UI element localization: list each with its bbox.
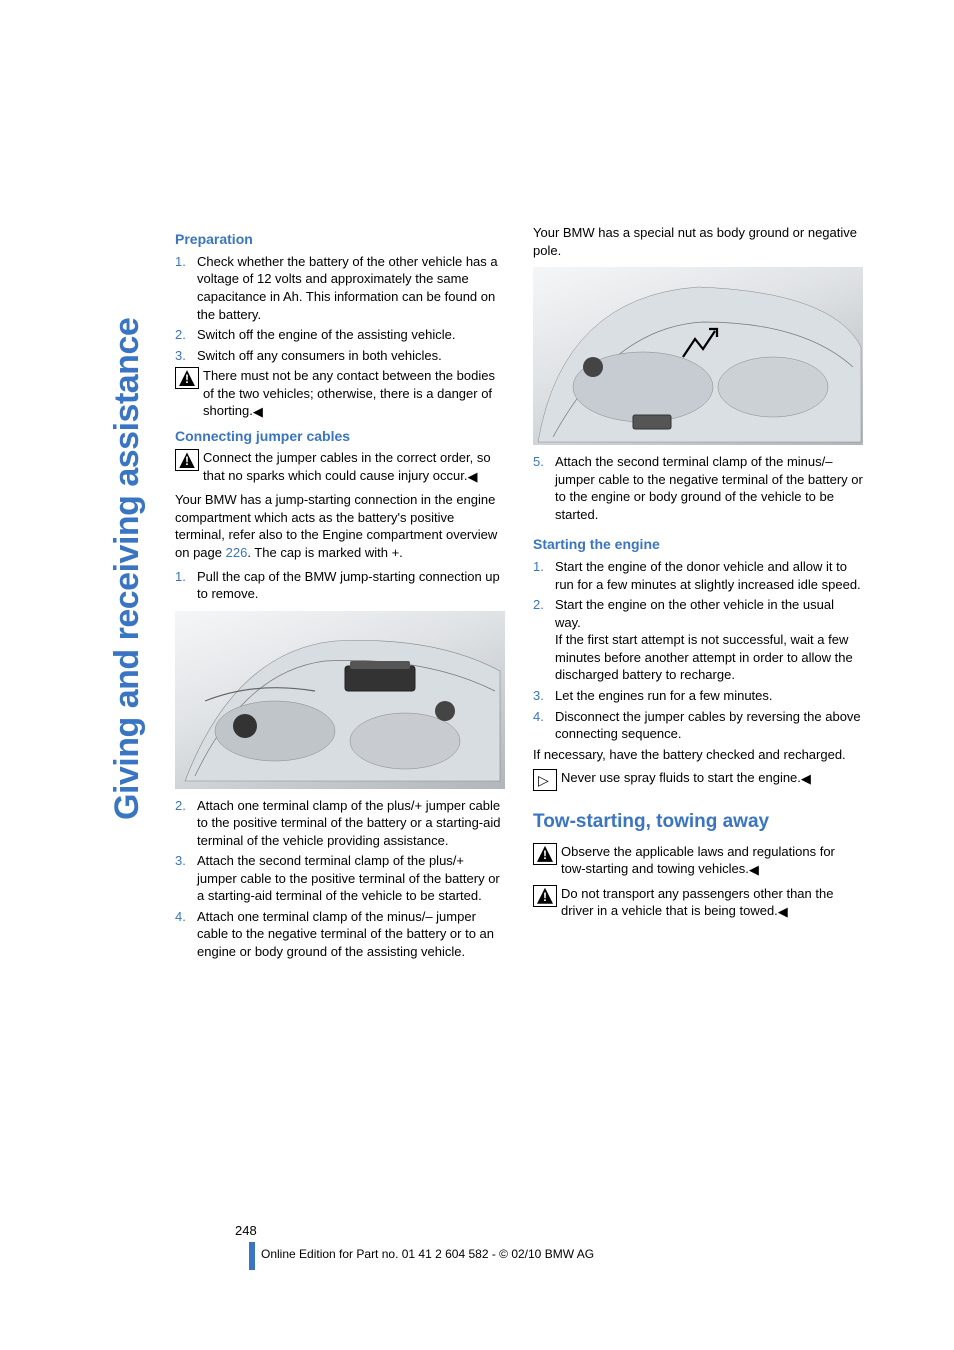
list-item: 1. Pull the cap of the BMW jump-starting…: [175, 568, 505, 603]
warning-body: Observe the applicable laws and regulati…: [561, 844, 835, 877]
list-text: Let the engines run for a few minutes.: [555, 687, 863, 705]
list-text: Check whether the battery of the other v…: [197, 253, 505, 323]
list-text: Switch off any consumers in both vehicle…: [197, 347, 505, 365]
heading-preparation: Preparation: [175, 230, 505, 249]
list-item: 5. Attach the second terminal clamp of t…: [533, 453, 863, 523]
end-mark-icon: ◀: [253, 403, 263, 421]
list-number: 3.: [175, 852, 197, 905]
list-item: 3. Attach the second terminal clamp of t…: [175, 852, 505, 905]
note-body: Never use spray fluids to start the engi…: [561, 770, 801, 785]
paragraph: Your BMW has a special nut as body groun…: [533, 224, 863, 259]
list-text: Start the engine on the other vehicle in…: [555, 596, 863, 684]
list-item: 1. Start the engine of the donor vehicle…: [533, 558, 863, 593]
right-column: Your BMW has a special nut as body groun…: [533, 224, 863, 964]
end-mark-icon: ◀: [749, 861, 759, 879]
warning-block: Observe the applicable laws and regulati…: [533, 843, 863, 879]
warning-body: There must not be any contact between th…: [203, 368, 495, 418]
list-item: 4. Disconnect the jumper cables by rever…: [533, 708, 863, 743]
list-text: Attach one terminal clamp of the minus/–…: [197, 908, 505, 961]
list-number: 5.: [533, 453, 555, 523]
warning-icon: [175, 367, 199, 389]
heading-tow: Tow-starting, towing away: [533, 809, 863, 835]
warning-icon: [533, 843, 557, 865]
list-text: Attach the second terminal clamp of the …: [555, 453, 863, 523]
list-item: 1. Check whether the battery of the othe…: [175, 253, 505, 323]
list-text: Pull the cap of the BMW jump-starting co…: [197, 568, 505, 603]
warning-block: Connect the jumper cables in the correct…: [175, 449, 505, 485]
list-number: 4.: [175, 908, 197, 961]
warning-text: Connect the jumper cables in the correct…: [203, 449, 505, 485]
list-number: 2.: [175, 326, 197, 344]
warning-icon: [175, 449, 199, 471]
note-text: Never use spray fluids to start the engi…: [561, 769, 863, 791]
warning-block: Do not transport any passengers other th…: [533, 885, 863, 921]
list-number: 4.: [533, 708, 555, 743]
warning-text: Observe the applicable laws and regulati…: [561, 843, 863, 879]
footer-line: Online Edition for Part no. 01 41 2 604 …: [249, 1242, 854, 1270]
warning-body: Connect the jumper cables in the correct…: [203, 450, 491, 483]
end-mark-icon: ◀: [467, 468, 477, 486]
warning-text: There must not be any contact between th…: [203, 367, 505, 420]
content-columns: Preparation 1. Check whether the battery…: [175, 224, 854, 964]
list-number: 3.: [533, 687, 555, 705]
list-number: 2.: [175, 797, 197, 850]
end-mark-icon: ◀: [778, 903, 788, 921]
list-text: Attach one terminal clamp of the plus/+ …: [197, 797, 505, 850]
list-number: 1.: [533, 558, 555, 593]
note-icon: [533, 769, 557, 791]
left-column: Preparation 1. Check whether the battery…: [175, 224, 505, 964]
list-item: 2. Attach one terminal clamp of the plus…: [175, 797, 505, 850]
list-item: 2. Start the engine on the other vehicle…: [533, 596, 863, 684]
section-title-vertical: Giving and receiving assistance: [105, 318, 151, 820]
warning-body: Do not transport any passengers other th…: [561, 886, 833, 919]
list-item: 2. Switch off the engine of the assistin…: [175, 326, 505, 344]
list-number: 2.: [533, 596, 555, 684]
engine-diagram-image: [175, 611, 505, 789]
list-number: 3.: [175, 347, 197, 365]
heading-starting: Starting the engine: [533, 535, 863, 554]
footer: 248 Online Edition for Part no. 01 41 2 …: [175, 1222, 854, 1270]
list-text: Attach the second terminal clamp of the …: [197, 852, 505, 905]
page-ref-link[interactable]: 226: [226, 545, 248, 560]
list-number: 1.: [175, 568, 197, 603]
list-item: 3. Switch off any consumers in both vehi…: [175, 347, 505, 365]
engine-ground-image: [533, 267, 863, 445]
warning-icon: [533, 885, 557, 907]
warning-block: There must not be any contact between th…: [175, 367, 505, 420]
warning-text: Do not transport any passengers other th…: [561, 885, 863, 921]
list-text: Start the engine of the donor vehicle an…: [555, 558, 863, 593]
list-text: Disconnect the jumper cables by reversin…: [555, 708, 863, 743]
list-number: 1.: [175, 253, 197, 323]
list-text: Switch off the engine of the assisting v…: [197, 326, 505, 344]
page-number: 248: [235, 1222, 854, 1240]
list-item: 3. Let the engines run for a few minutes…: [533, 687, 863, 705]
paragraph: Your BMW has a jump-starting connection …: [175, 491, 505, 561]
paragraph: If necessary, have the battery checked a…: [533, 746, 863, 764]
note-block: Never use spray fluids to start the engi…: [533, 769, 863, 791]
end-mark-icon: ◀: [801, 770, 811, 788]
heading-connecting: Connecting jumper cables: [175, 427, 505, 446]
list-item: 4. Attach one terminal clamp of the minu…: [175, 908, 505, 961]
text-span: . The cap is marked with +.: [247, 545, 402, 560]
